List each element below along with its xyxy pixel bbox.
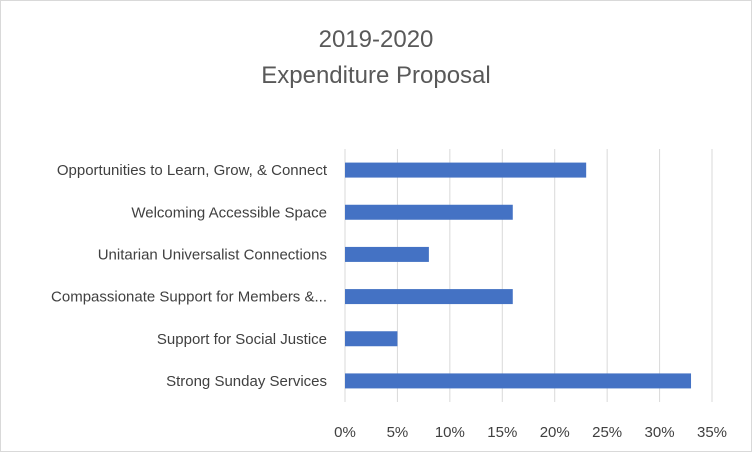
- category-label: Compassionate Support for Members &...: [51, 289, 327, 306]
- bar: [345, 204, 513, 220]
- bar: [345, 162, 587, 178]
- x-tick-label: 10%: [435, 424, 465, 441]
- x-tick-label: 0%: [334, 424, 356, 441]
- gridlines: [344, 149, 713, 402]
- x-tick-label: 25%: [592, 424, 622, 441]
- bar: [345, 246, 429, 262]
- x-axis-tick-labels: 0% 5% 10% 15% 20% 25% 30% 35%: [334, 424, 727, 441]
- x-tick-label: 5%: [387, 424, 409, 441]
- bar: [345, 331, 398, 347]
- bar: [345, 373, 692, 389]
- x-tick-label: 35%: [697, 424, 727, 441]
- category-label: Welcoming Accessible Space: [131, 204, 327, 221]
- chart-title-line-1: 2019-2020: [319, 26, 434, 53]
- x-tick-label: 30%: [645, 424, 675, 441]
- x-tick-label: 15%: [487, 424, 517, 441]
- x-tick-label: 20%: [540, 424, 570, 441]
- chart-title-line-2: Expenditure Proposal: [261, 62, 490, 89]
- category-label: Support for Social Justice: [157, 331, 327, 348]
- category-label: Strong Sunday Services: [166, 373, 327, 390]
- bars: [345, 162, 692, 389]
- category-labels: Opportunities to Learn, Grow, & Connect W…: [51, 162, 328, 390]
- bar: [345, 289, 513, 305]
- category-label: Unitarian Universalist Connections: [98, 246, 327, 263]
- category-label: Opportunities to Learn, Grow, & Connect: [57, 162, 328, 179]
